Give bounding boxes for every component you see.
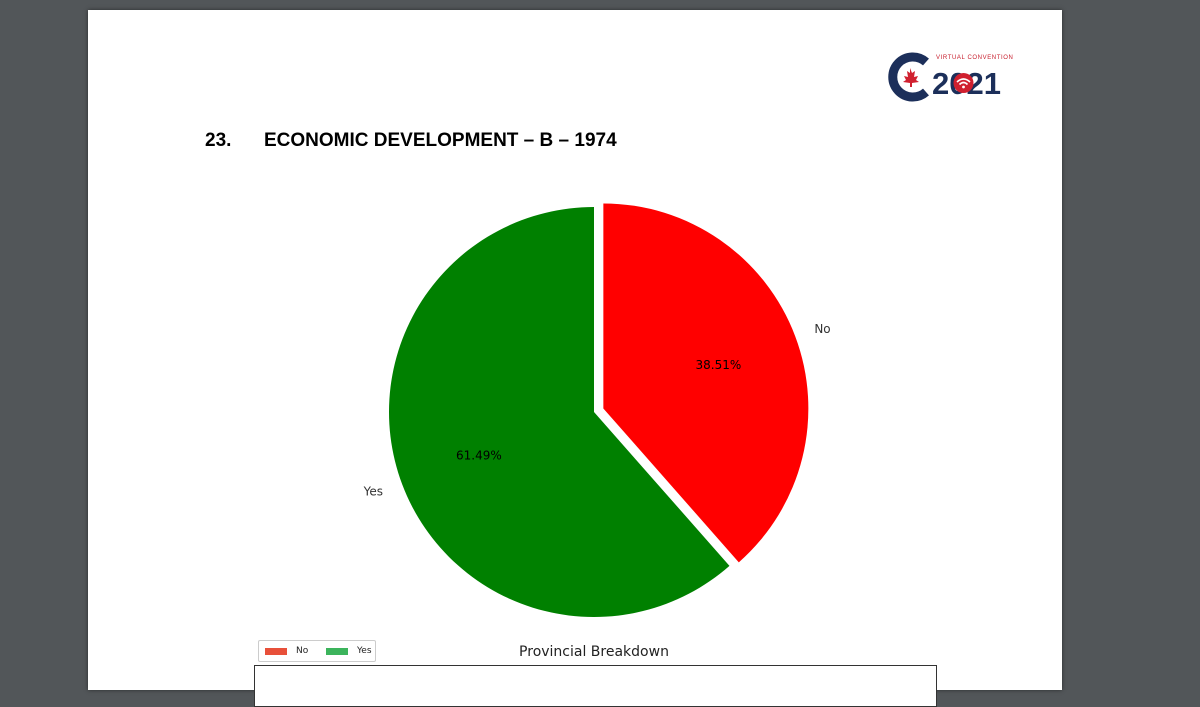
breakdown-table-frame [254,665,937,707]
pie-chart: 38.51% No 61.49% Yes [363,203,831,617]
legend-label-yes: Yes [357,646,372,656]
logo-tagline: VIRTUAL CONVENTION [936,55,1014,61]
legend-swatch-yes [326,647,348,655]
legend-swatch-no [265,647,287,655]
pie-category-label-yes: Yes [363,485,383,499]
maple-leaf-icon [903,68,919,87]
section-number: 23. [205,130,232,151]
pie-slice-yes [389,207,730,617]
section-heading: 23. ECONOMIC DEVELOPMENT – B – 1974 [205,130,617,152]
pie-slice-no [603,203,809,563]
section-title: ECONOMIC DEVELOPMENT – B – 1974 [264,130,617,151]
logo-c-arc [888,52,929,102]
breakdown-title: Provincial Breakdown [519,644,669,660]
document-page: 2021 VIRTUAL CONVENTION 23. ECONOMIC DEVE… [88,10,1062,707]
breakdown-legend: No Yes [258,640,376,662]
pie-percent-label-yes: 61.49% [456,448,502,462]
convention-logo: 2021 [888,52,1001,102]
legend-item-no: No [265,645,308,657]
legend-item-yes: Yes [326,645,372,657]
pie-percent-label-no: 38.51% [696,358,742,372]
legend-label-no: No [296,646,309,656]
pie-category-label-no: No [814,322,830,336]
